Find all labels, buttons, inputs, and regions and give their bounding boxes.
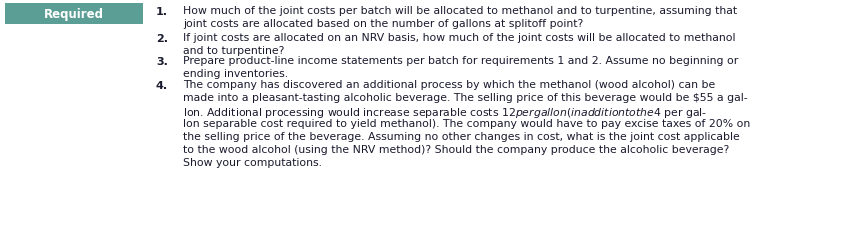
Text: made into a pleasant-tasting alcoholic beverage. The selling price of this bever: made into a pleasant-tasting alcoholic b…	[183, 93, 747, 103]
Text: Show your computations.: Show your computations.	[183, 158, 322, 167]
Text: ending inventories.: ending inventories.	[183, 69, 288, 79]
Bar	[5, 4, 143, 25]
Text: lon separable cost required to yield methanol). The company would have to pay ex: lon separable cost required to yield met…	[183, 118, 750, 129]
Text: 1.: 1.	[156, 7, 168, 17]
Text: The company has discovered an additional process by which the methanol (wood alc: The company has discovered an additional…	[183, 80, 716, 90]
Text: 4.: 4.	[156, 81, 168, 91]
Text: joint costs are allocated based on the number of gallons at splitoff point?: joint costs are allocated based on the n…	[183, 19, 583, 29]
Text: 3.: 3.	[156, 57, 168, 67]
Text: If joint costs are allocated on an NRV basis, how much of the joint costs will b: If joint costs are allocated on an NRV b…	[183, 33, 735, 43]
Text: and to turpentine?: and to turpentine?	[183, 46, 284, 56]
Text: Required: Required	[44, 8, 104, 21]
Text: lon. Additional processing would increase separable costs $12 per gallon (in add: lon. Additional processing would increas…	[183, 106, 707, 119]
Text: the selling price of the beverage. Assuming no other changes in cost, what is th: the selling price of the beverage. Assum…	[183, 132, 740, 141]
Text: How much of the joint costs per batch will be allocated to methanol and to turpe: How much of the joint costs per batch wi…	[183, 6, 737, 16]
Text: Prepare product-line income statements per batch for requirements 1 and 2. Assum: Prepare product-line income statements p…	[183, 56, 738, 66]
Text: to the wood alcohol (using the NRV method)? Should the company produce the alcoh: to the wood alcohol (using the NRV metho…	[183, 144, 729, 154]
Text: 2.: 2.	[156, 34, 168, 44]
